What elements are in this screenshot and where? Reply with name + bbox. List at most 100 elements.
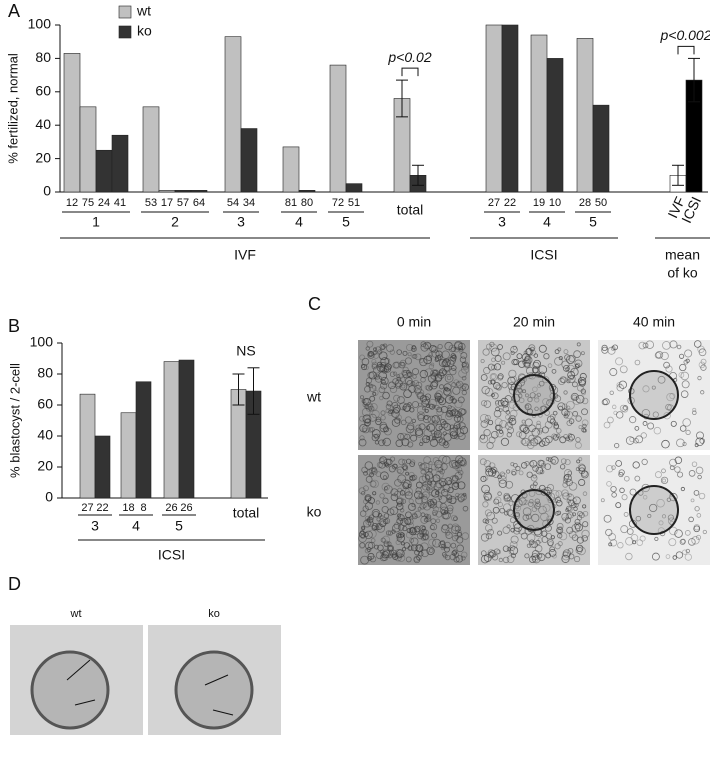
cell [517,393,523,399]
group-label: total [397,202,423,218]
cell [509,517,516,524]
cell [383,513,390,519]
cell [679,425,687,432]
cell [368,384,377,393]
group-label: total [233,505,259,521]
cell [559,436,567,444]
oocyte [629,370,679,420]
cell [422,481,429,487]
cell [667,514,674,521]
cell [536,420,541,426]
cell [504,421,514,430]
cell [669,393,676,400]
cell [479,434,489,444]
cell [367,427,374,433]
cell [427,435,435,442]
cell [413,385,422,394]
method-label: ICSI [530,247,557,263]
cell [570,367,579,377]
cell [376,363,386,372]
bar [158,190,176,193]
cell [482,501,489,508]
cell [526,440,533,447]
cell [698,348,707,357]
cell [672,555,677,560]
cell [537,553,546,562]
cell [682,549,688,555]
cell [391,552,398,558]
cell [389,506,399,515]
cell [666,392,675,402]
cell [397,514,405,522]
cell [391,418,401,427]
cell [400,419,407,426]
cell [537,429,543,435]
cell [397,524,405,531]
group-label: 4 [543,214,551,230]
cell [431,415,439,423]
cell [432,538,442,548]
cell [506,524,511,529]
cell [383,461,389,467]
cell [421,406,426,411]
cell [438,358,447,367]
cell [423,456,432,465]
cell [524,403,532,411]
cell [461,532,470,540]
cell [532,474,537,479]
bar [142,106,160,193]
cell [430,372,438,380]
cell [408,503,417,512]
cell [419,463,427,471]
cell [450,353,456,359]
cell [452,535,459,542]
cell [358,530,366,538]
cell [693,525,701,533]
cell [394,490,401,498]
cell [489,341,495,347]
cell [490,466,498,474]
sample-size: 24 [98,197,110,209]
cell [372,510,380,518]
cell [615,357,624,366]
cell [419,394,428,403]
cell [400,541,405,546]
bar [79,393,96,499]
cell [454,525,462,532]
y-tick-label: 0 [43,183,51,199]
cell [532,386,538,393]
cell [528,555,537,564]
cell [381,506,389,514]
cell [438,454,448,464]
cell [581,419,589,427]
cell [529,484,535,489]
cell [369,472,374,478]
bar [120,412,137,499]
cell [518,397,525,404]
cell [526,471,533,478]
cell [366,340,374,348]
cell [359,542,366,549]
cell [443,433,452,442]
cell [442,511,451,520]
cell [452,386,461,395]
cell [568,354,576,363]
cell [525,347,534,356]
cell [415,381,423,389]
bar [576,38,594,193]
cell [485,532,493,540]
cell [556,433,561,438]
cell [426,514,432,520]
cell [564,459,571,466]
cell [402,350,408,356]
cell [572,410,578,417]
cell [487,549,495,557]
cell [364,461,373,470]
cell [497,501,503,507]
cell [509,409,518,418]
cell [359,510,367,517]
micrograph [478,455,590,565]
cell [497,373,504,380]
cell [505,414,511,420]
cell [539,469,545,475]
